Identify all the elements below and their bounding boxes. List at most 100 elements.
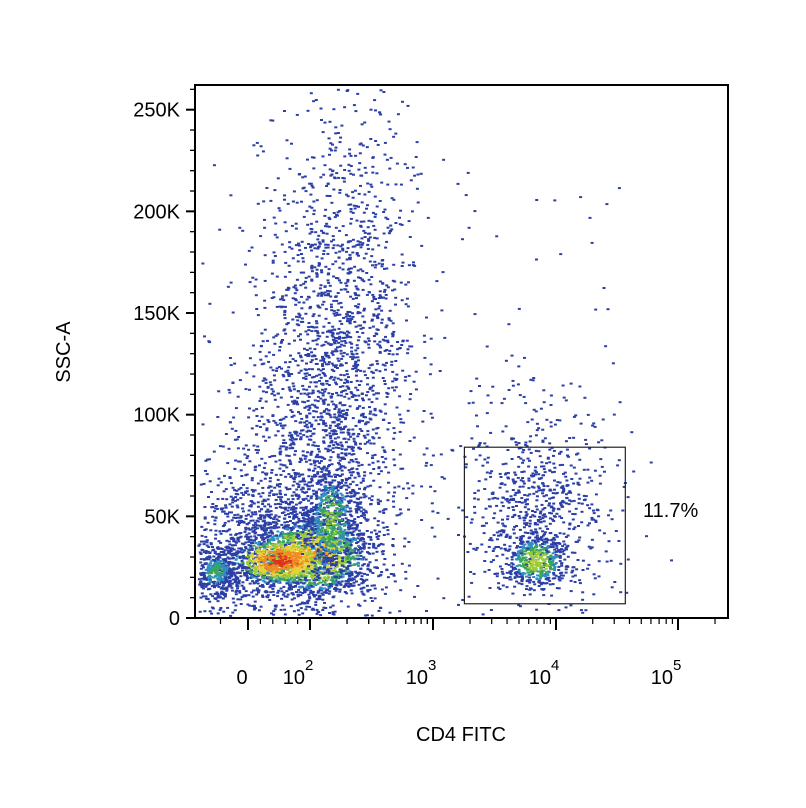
scatter-point: [251, 580, 255, 583]
scatter-point: [265, 568, 269, 571]
scatter-point: [287, 576, 291, 579]
scatter-point: [243, 530, 247, 533]
scatter-point: [354, 285, 358, 288]
scatter-point: [272, 518, 276, 521]
scatter-point: [286, 557, 290, 560]
scatter-point: [280, 340, 284, 343]
scatter-point: [438, 370, 442, 372]
scatter-point: [284, 230, 288, 233]
scatter-point: [316, 445, 320, 448]
scatter-point: [246, 538, 250, 541]
scatter-point: [287, 543, 291, 545]
scatter-point: [312, 416, 316, 419]
scatter-point: [283, 275, 287, 278]
scatter-point: [273, 568, 277, 571]
scatter-point: [284, 332, 288, 335]
scatter-point: [358, 241, 362, 244]
scatter-point: [371, 165, 375, 168]
scatter-point: [338, 189, 342, 191]
scatter-point: [238, 536, 242, 539]
scatter-point: [290, 415, 294, 418]
scatter-point: [214, 507, 218, 510]
scatter-point: [367, 535, 371, 538]
scatter-point: [297, 555, 301, 558]
scatter-point: [372, 479, 376, 482]
scatter-point: [262, 498, 266, 501]
scatter-point: [261, 559, 265, 562]
scatter-point: [331, 350, 335, 353]
scatter-point: [356, 537, 360, 540]
scatter-point: [282, 442, 285, 444]
scatter-point: [219, 607, 223, 609]
scatter-point: [307, 275, 311, 278]
scatter-point: [290, 439, 294, 442]
scatter-point: [254, 294, 258, 297]
scatter-point: [398, 413, 402, 416]
scatter-point: [359, 184, 362, 187]
scatter-point: [360, 582, 364, 585]
scatter-point: [271, 259, 275, 262]
scatter-point: [272, 291, 276, 294]
scatter-point: [209, 543, 213, 546]
scatter-point: [324, 388, 328, 391]
scatter-point: [282, 585, 286, 588]
scatter-point: [281, 295, 285, 298]
scatter-point: [233, 544, 237, 547]
scatter-point: [272, 594, 276, 596]
scatter-point: [339, 549, 343, 551]
scatter-point: [227, 388, 231, 391]
scatter-point: [339, 465, 343, 468]
scatter-point: [326, 246, 330, 249]
scatter-point: [319, 537, 323, 539]
scatter-point: [286, 488, 289, 491]
scatter-point: [242, 557, 246, 560]
scatter-point: [300, 579, 304, 582]
scatter-point: [256, 154, 260, 157]
scatter-point: [333, 341, 336, 344]
scatter-point: [207, 558, 211, 561]
scatter-point: [292, 586, 296, 588]
scatter-point: [238, 550, 242, 553]
scatter-point: [305, 533, 309, 536]
scatter-point: [423, 340, 427, 343]
scatter-point: [273, 486, 277, 489]
scatter-point: [345, 385, 349, 388]
scatter-point: [344, 441, 348, 444]
scatter-point: [296, 593, 300, 596]
scatter-point: [313, 444, 317, 447]
scatter-point: [363, 486, 367, 489]
scatter-point: [359, 578, 363, 581]
scatter-point: [245, 533, 249, 536]
scatter-point: [228, 421, 232, 424]
scatter-point: [376, 328, 380, 331]
scatter-point: [320, 470, 324, 473]
scatter-point: [407, 281, 410, 284]
scatter-point: [322, 514, 326, 517]
scatter-point: [295, 113, 299, 116]
scatter-point: [343, 544, 347, 547]
scatter-point: [386, 286, 390, 289]
scatter-point: [278, 485, 282, 488]
scatter-point: [276, 549, 280, 552]
scatter-point: [273, 574, 276, 577]
scatter-point: [343, 404, 347, 407]
scatter-point: [314, 99, 318, 101]
scatter-point: [298, 173, 302, 175]
scatter-point: [348, 319, 352, 322]
scatter-point: [309, 573, 313, 576]
scatter-point: [367, 367, 371, 370]
scatter-point: [349, 548, 352, 551]
scatter-point: [401, 467, 405, 470]
scatter-point: [341, 507, 345, 510]
scatter-point: [311, 469, 315, 472]
scatter-point: [251, 560, 255, 563]
scatter-point: [306, 602, 310, 605]
scatter-point: [254, 449, 258, 451]
scatter-point: [330, 439, 334, 442]
scatter-point: [356, 516, 360, 518]
scatter-point: [366, 391, 370, 393]
scatter-point: [380, 571, 384, 573]
scatter-point: [268, 599, 272, 601]
scatter-point: [317, 305, 321, 308]
scatter-point: [364, 518, 368, 521]
